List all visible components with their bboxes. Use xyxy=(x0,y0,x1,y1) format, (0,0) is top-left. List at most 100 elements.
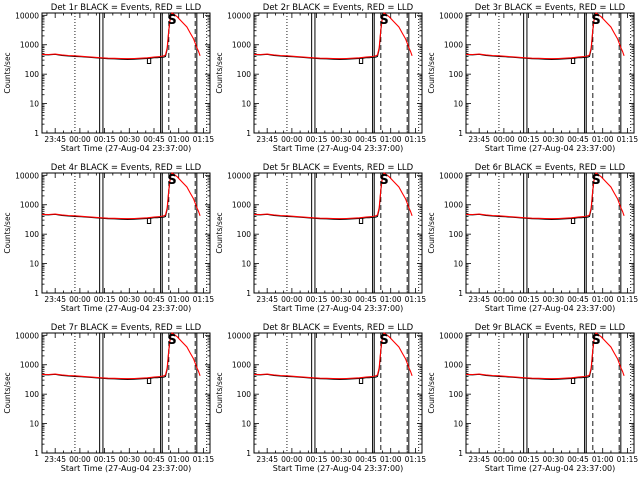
y-tick-label: 100 xyxy=(25,390,40,399)
panel-title: Det 6r BLACK = Events, RED = LLD xyxy=(475,163,626,173)
x-tick-label: 00:30 xyxy=(118,135,140,144)
x-tick-label: 00:15 xyxy=(94,135,116,144)
x-tick-label: 23:45 xyxy=(44,295,66,304)
events-dip-segment xyxy=(146,218,152,225)
x-tick-label: 00:00 xyxy=(281,295,303,304)
letter-marker-label: S xyxy=(591,333,600,348)
x-tick-label: 00:00 xyxy=(69,295,91,304)
panel-det-7: Det 7r BLACK = Events, RED = LLD Counts/s… xyxy=(3,323,214,473)
y-axis-label: Counts/sec xyxy=(215,212,224,253)
y-tick-label: 10 xyxy=(29,100,39,109)
y-tick-label: 1000 xyxy=(232,201,251,210)
panel-title: Det 4r BLACK = Events, RED = LLD xyxy=(51,163,202,173)
events-series-line xyxy=(253,173,385,221)
y-axis-label: Counts/sec xyxy=(3,372,12,413)
y-tick-label: 1000 xyxy=(444,361,463,370)
letter-marker-label: S xyxy=(167,13,176,28)
events-series-line xyxy=(465,333,597,381)
y-tick-label: 1 xyxy=(34,449,39,458)
events-dip-segment xyxy=(570,218,576,225)
plot-frame xyxy=(465,12,635,134)
y-tick-label: 100 xyxy=(449,390,464,399)
y-tick-label: 10 xyxy=(453,420,463,429)
x-tick-label: 01:00 xyxy=(380,295,402,304)
x-tick-label: 00:15 xyxy=(306,135,328,144)
x-tick-label: 23:45 xyxy=(256,135,278,144)
y-tick-label: 100 xyxy=(237,230,252,239)
x-tick-label: 23:45 xyxy=(468,135,490,144)
y-tick-label: 10000 xyxy=(439,11,463,20)
letter-marker-label: S xyxy=(167,333,176,348)
x-tick-label: 00:00 xyxy=(493,135,515,144)
x-tick-label: 00:00 xyxy=(493,455,515,464)
y-axis-label: Counts/sec xyxy=(427,372,436,413)
y-tick-label: 10 xyxy=(453,260,463,269)
events-dip-segment xyxy=(570,378,576,385)
y-tick-label: 1 xyxy=(34,129,39,138)
y-tick-label: 1000 xyxy=(20,41,39,50)
x-tick-label: 00:30 xyxy=(118,455,140,464)
y-tick-label: 10000 xyxy=(439,331,463,340)
y-tick-label: 10000 xyxy=(15,331,39,340)
panel-title: Det 1r BLACK = Events, RED = LLD xyxy=(51,3,202,13)
y-axis-label: Counts/sec xyxy=(3,52,12,93)
y-tick-label: 10 xyxy=(241,100,251,109)
x-tick-label: 00:45 xyxy=(355,135,377,144)
y-tick-label: 1000 xyxy=(232,41,251,50)
x-tick-label: 00:00 xyxy=(281,455,303,464)
y-tick-label: 1 xyxy=(246,289,251,298)
y-tick-label: 10 xyxy=(241,420,251,429)
x-tick-label: 23:45 xyxy=(44,135,66,144)
x-axis-label: Start Time (27-Aug-04 23:37:00) xyxy=(485,464,616,473)
y-tick-label: 10000 xyxy=(227,331,251,340)
events-dip-segment xyxy=(358,218,364,225)
x-tick-label: 01:00 xyxy=(168,295,190,304)
x-tick-label: 00:45 xyxy=(567,295,589,304)
x-tick-label: 00:00 xyxy=(281,135,303,144)
plot-frame xyxy=(253,332,423,454)
x-tick-label: 00:00 xyxy=(493,295,515,304)
events-series-line xyxy=(465,13,597,61)
lld-series-line xyxy=(465,172,625,220)
x-tick-label: 00:15 xyxy=(518,135,540,144)
events-series-line xyxy=(41,333,173,381)
letter-marker-label: S xyxy=(379,173,388,188)
y-tick-label: 1 xyxy=(34,289,39,298)
x-tick-label: 00:30 xyxy=(118,295,140,304)
x-tick-label: 00:30 xyxy=(330,295,352,304)
y-tick-label: 10 xyxy=(29,260,39,269)
y-tick-label: 1000 xyxy=(20,361,39,370)
x-tick-label: 01:15 xyxy=(405,295,427,304)
y-tick-label: 10000 xyxy=(15,171,39,180)
y-tick-label: 100 xyxy=(449,230,464,239)
plot-frame xyxy=(41,12,211,134)
x-tick-label: 01:15 xyxy=(617,295,639,304)
panel-det-1: Det 1r BLACK = Events, RED = LLD Counts/s… xyxy=(3,3,214,153)
letter-marker-label: S xyxy=(167,173,176,188)
x-tick-label: 00:45 xyxy=(567,455,589,464)
y-axis-label: Counts/sec xyxy=(427,212,436,253)
y-tick-label: 1000 xyxy=(444,201,463,210)
plot-frame xyxy=(41,172,211,294)
panel-title: Det 9r BLACK = Events, RED = LLD xyxy=(475,323,626,333)
x-tick-label: 00:45 xyxy=(143,455,165,464)
x-tick-label: 01:15 xyxy=(617,455,639,464)
events-dip-segment xyxy=(358,58,364,65)
x-tick-label: 00:30 xyxy=(542,135,564,144)
y-tick-label: 10000 xyxy=(15,11,39,20)
y-axis-label: Counts/sec xyxy=(215,52,224,93)
x-tick-label: 01:15 xyxy=(193,455,215,464)
y-tick-label: 1 xyxy=(458,449,463,458)
events-dip-segment xyxy=(358,378,364,385)
y-axis-label: Counts/sec xyxy=(3,212,12,253)
y-axis-label: Counts/sec xyxy=(215,372,224,413)
x-tick-label: 00:15 xyxy=(518,295,540,304)
x-tick-label: 01:15 xyxy=(617,135,639,144)
panel-det-5: Det 5r BLACK = Events, RED = LLD Counts/s… xyxy=(215,163,426,313)
y-tick-label: 10000 xyxy=(227,11,251,20)
y-tick-label: 100 xyxy=(449,70,464,79)
events-dip-segment xyxy=(146,58,152,65)
events-series-line xyxy=(465,173,597,221)
x-axis-label: Start Time (27-Aug-04 23:37:00) xyxy=(485,144,616,153)
x-tick-label: 01:15 xyxy=(193,135,215,144)
